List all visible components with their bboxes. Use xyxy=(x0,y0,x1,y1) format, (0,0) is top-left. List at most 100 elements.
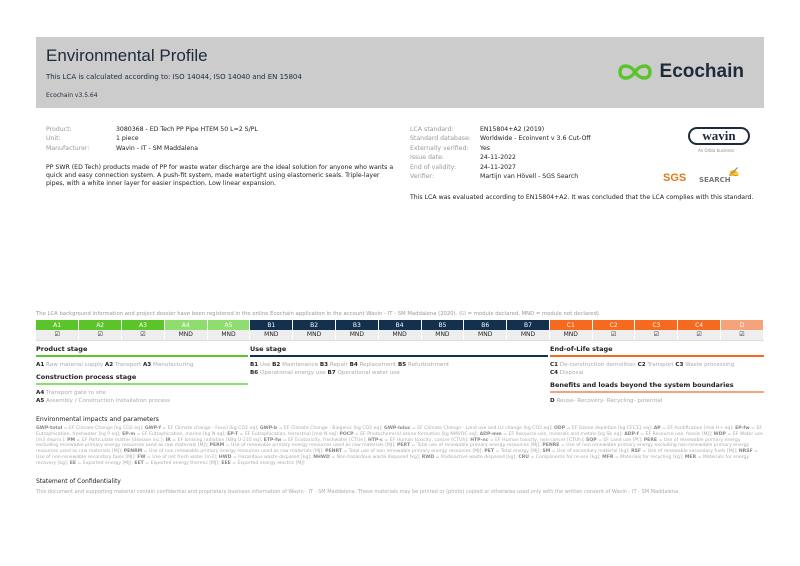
stage-product-line xyxy=(36,355,248,357)
legend-label: Operational water use xyxy=(337,370,400,376)
conclusion: This LCA was evaluated according to EN15… xyxy=(410,194,754,201)
stage-benefits-title: Benefits and loads beyond the system bou… xyxy=(550,381,734,389)
legend-code: B7 xyxy=(327,370,336,376)
manufacturer-value: Wavin - IT - SM Maddalena xyxy=(116,144,199,152)
value: Worldwide - Ecoinvent v 3.6 Cut-Off xyxy=(480,135,591,143)
header-subtitle: This LCA is calculated according to: ISO… xyxy=(46,73,302,81)
value: 24-11-2027 xyxy=(480,163,516,171)
module-status-C4: ☑ xyxy=(677,330,721,341)
stage-construction-line xyxy=(36,383,248,385)
legend-label: De-construction demolition xyxy=(559,362,636,368)
label: LCA standard: xyxy=(410,126,454,133)
legend-code: B5 xyxy=(398,362,407,368)
sgs-logo: SGS xyxy=(663,172,687,184)
product-value: 3080368 - ED Tech PP Pipe HTEM 50 L=2 S/… xyxy=(116,126,258,133)
legend-label: Operational energy use xyxy=(259,370,326,376)
wavin-tagline: An Orbia business xyxy=(698,148,735,153)
logo-text: Ecochain xyxy=(659,61,744,82)
unit-value: 1 piece xyxy=(116,135,139,143)
module-code-A4: A4 xyxy=(164,320,208,330)
module-code-C2: C2 xyxy=(592,320,636,330)
module-code-C3: C3 xyxy=(634,320,679,330)
legend-label: Transport xyxy=(647,362,674,368)
page-title: Environmental Profile xyxy=(46,46,208,65)
module-code-B1: B1 xyxy=(249,320,294,330)
legend-item: A3 Manufacturing xyxy=(143,362,194,368)
legend-label: Replacement xyxy=(359,362,397,368)
label: End of validity: xyxy=(410,163,456,171)
module-code-B5: B5 xyxy=(421,320,465,330)
module-code-C4: C4 xyxy=(677,320,721,330)
value: 24-11-2022 xyxy=(480,154,516,162)
legend-label: Transport gate to site xyxy=(46,390,106,396)
module-status-B2: MND xyxy=(292,330,336,341)
module-code-A5: A5 xyxy=(207,320,251,330)
module-code-B2: B2 xyxy=(292,320,336,330)
legend-code: C4 xyxy=(550,370,558,376)
legend-item: A5 Assembly / Construction installation … xyxy=(36,398,170,404)
label: Verifier: xyxy=(410,173,435,181)
module-status-B6: MND xyxy=(463,330,508,341)
infinity-icon xyxy=(617,64,652,80)
legend-label: Reuse- Recovery- Recycling- potential xyxy=(556,398,663,404)
legend-code: B1 xyxy=(250,362,259,368)
legend-code: C2 xyxy=(637,362,646,368)
module-status-C1: MND xyxy=(549,330,593,341)
lca-info: LCA standard: EN15804+A2 (2019) Standard … xyxy=(410,125,591,181)
legend-item: C4 Disposal xyxy=(550,370,583,376)
legend-item: C1 De-construction demolition xyxy=(550,362,638,368)
legend-item: B7 Operational water use xyxy=(328,370,400,376)
module-status-B3: MND xyxy=(335,330,379,341)
stage-use-legend: B1 Use B2 Maintenance B3 Repair B4 Repla… xyxy=(250,361,540,377)
stage-eol-title: End-of-Life stage xyxy=(550,345,613,353)
legend-item: D Reuse- Recovery- Recycling- potential xyxy=(550,398,662,404)
stage-product-legend: A1 Raw material supply A2 Transport A3 M… xyxy=(36,361,248,369)
module-code-A2: A2 xyxy=(78,320,123,330)
module-code-B7: B7 xyxy=(506,320,550,330)
legend-label: Transport xyxy=(114,362,142,368)
module-status-B5: MND xyxy=(421,330,465,341)
legend-code: B3 xyxy=(319,362,329,368)
value: Yes xyxy=(480,144,490,152)
label: Unit: xyxy=(46,135,61,143)
legend-label: Use xyxy=(259,362,271,368)
label: Product: xyxy=(46,126,72,133)
signature: ✍ xyxy=(728,168,740,178)
legend-label: Manufacturing xyxy=(152,362,194,368)
stage-construction-legend: A4 Transport gate to site A5 Assembly / … xyxy=(36,389,248,405)
module-status-A2: ☑ xyxy=(78,330,123,341)
legend-code: B4 xyxy=(349,362,358,368)
legend-item: B5 Refurbishment xyxy=(398,362,449,368)
value: Martijn van Hövell - SGS Search xyxy=(480,173,579,181)
module-status-C3: ☑ xyxy=(634,330,679,341)
legend-item: A4 Transport gate to site xyxy=(36,390,106,396)
legend-code: B6 xyxy=(250,370,259,376)
legend-item: B6 Operational energy use xyxy=(250,370,328,376)
ecochain-logo: Ecochain xyxy=(616,61,744,83)
stage-construction-title: Construction process stage xyxy=(36,373,137,381)
module-status-A4: MND xyxy=(164,330,208,341)
confidentiality-text: This document and supporting material co… xyxy=(36,489,680,495)
legend-label: Raw material supply xyxy=(46,362,104,368)
legend-item: A1 Raw material supply xyxy=(36,362,105,368)
legend-label: Disposal xyxy=(559,370,584,376)
value: EN15804+A2 (2019) xyxy=(480,126,545,133)
module-status-B4: MND xyxy=(378,330,422,341)
module-status-D: ☑ xyxy=(720,330,764,341)
module-status-A1: ☑ xyxy=(36,330,80,341)
legend-item: C2 Transport xyxy=(638,362,676,368)
legend-item: A2 Transport xyxy=(105,362,143,368)
confidentiality-title: Statement of Confidentiality xyxy=(36,478,121,485)
label: Externally verified: xyxy=(410,144,469,152)
module-code-B3: B3 xyxy=(335,320,379,330)
legend-item: B3 Repair xyxy=(320,362,350,368)
legend-code: A2 xyxy=(104,362,114,368)
legend-label: Waste processing xyxy=(685,362,735,368)
label: Manufacturer: xyxy=(46,144,90,152)
legend-code: A3 xyxy=(142,362,152,368)
env-title: Environmental impacts and parameters xyxy=(36,416,159,423)
module-table: A1 A2 A3 A4 A5 B1 B2 B3 B4 B5 B6 B7 C1 C2 C3 C4 D ☑ ☑ ☑ MND… xyxy=(36,320,764,341)
stage-product-title: Product stage xyxy=(36,345,88,353)
legend-code: A4 xyxy=(36,390,45,396)
product-info: Product: 3080368 - ED Tech PP Pipe HTEM 5… xyxy=(46,125,258,153)
